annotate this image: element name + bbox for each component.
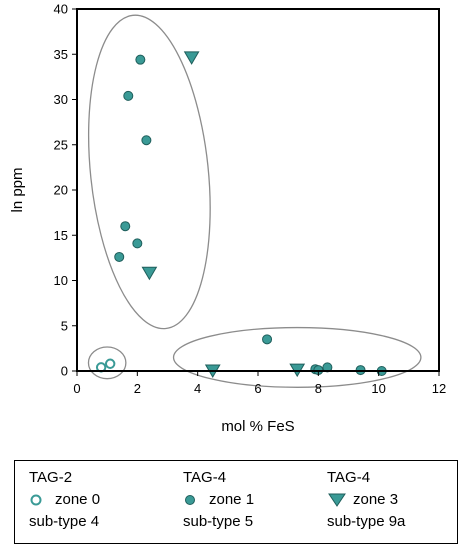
point-layer	[95, 51, 387, 378]
data-point-filled-circle	[120, 221, 131, 232]
x-axis-title: mol % FeS	[221, 418, 294, 435]
y-axis-title: ln ppm	[9, 167, 26, 212]
scatter-chart: 0 2 4 6 8 10 12 0 5 10 15 20 25 30 35 40 mol % FeS ln …	[9, 2, 446, 436]
data-point-filled-circle	[114, 251, 125, 262]
data-point-filled-circle	[141, 135, 152, 146]
legend-line2: zone 0	[55, 491, 101, 508]
legend-line3: sub-type 5	[183, 513, 254, 530]
legend-line2: zone 3	[353, 491, 399, 508]
x-tick-label: 2	[134, 381, 141, 396]
data-point-filled-circle	[135, 54, 146, 65]
legend-row: zone 1	[183, 489, 254, 511]
filled-circle-marker-icon	[185, 495, 195, 505]
cluster-ellipse	[87, 346, 127, 380]
cluster-ellipse	[172, 326, 422, 388]
y-tick-label: 35	[54, 47, 68, 62]
x-tick-label: 6	[254, 381, 261, 396]
x-tick-label: 12	[432, 381, 446, 396]
data-point-filled-circle	[132, 238, 143, 249]
x-tick-label: 10	[371, 381, 385, 396]
y-ticks: 0 5 10 15 20 25 30 35 40	[54, 2, 77, 379]
legend-line3: sub-type 4	[29, 513, 100, 530]
legend: TAG-2 zone 0 sub-type 4 TAG-4 zone 1 sub…	[14, 460, 458, 544]
data-point-triangle-down	[183, 51, 200, 65]
legend-item-tag2: TAG-2 zone 0 sub-type 4	[29, 467, 100, 533]
x-tick-label: 4	[194, 381, 201, 396]
y-tick-label: 10	[54, 273, 68, 288]
x-tick-label: 8	[315, 381, 322, 396]
legend-item-tag4-zone3: TAG-4 zone 3 sub-type 9a	[327, 467, 405, 533]
y-tick-label: 0	[61, 364, 68, 379]
legend-row: zone 3	[327, 489, 405, 511]
y-tick-label: 30	[54, 92, 68, 107]
y-tick-label: 20	[54, 183, 68, 198]
legend-line2: zone 1	[209, 491, 255, 508]
y-tick-label: 15	[54, 228, 68, 243]
triangle-down-marker-icon	[328, 493, 346, 507]
legend-line1: TAG-4	[327, 469, 371, 486]
data-point-open-circle	[104, 358, 116, 369]
data-point-filled-circle	[123, 90, 134, 101]
y-tick-label: 40	[54, 2, 68, 17]
legend-line1: TAG-4	[183, 469, 227, 486]
legend-row: zone 0	[29, 489, 100, 511]
legend-line1: TAG-2	[29, 469, 73, 486]
open-circle-marker-icon	[30, 494, 42, 506]
legend-line3: sub-type 9a	[327, 513, 406, 530]
legend-item-tag4-zone1: TAG-4 zone 1 sub-type 5	[183, 467, 254, 533]
ellipse-layer	[87, 14, 422, 388]
data-point-triangle-down	[141, 266, 158, 281]
data-point-filled-circle	[262, 334, 273, 345]
plot-area-frame	[76, 8, 440, 372]
y-tick-label: 25	[54, 137, 68, 152]
y-tick-label: 5	[61, 318, 68, 333]
x-tick-label: 0	[73, 381, 80, 396]
cluster-ellipse	[87, 14, 211, 330]
x-ticks: 0 2 4 6 8 10 12	[73, 371, 446, 396]
